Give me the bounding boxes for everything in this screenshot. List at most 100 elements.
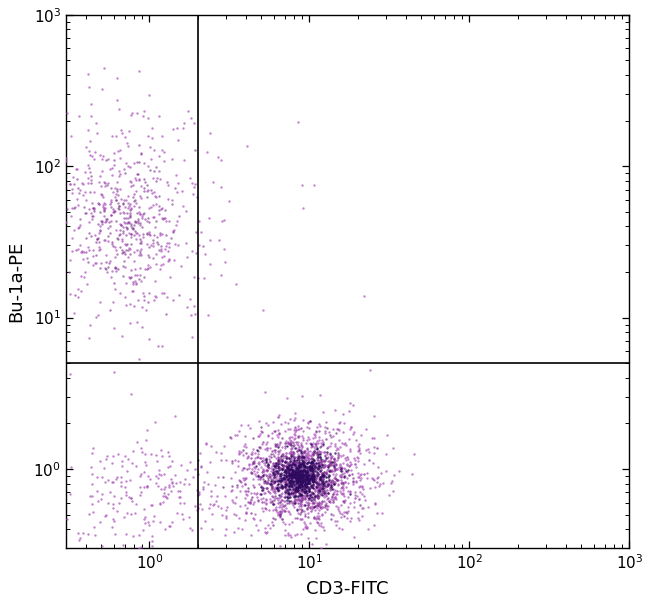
Point [316, 503, 326, 512]
Point [99, 177, 110, 187]
Point [99, 204, 109, 214]
Point [91, 238, 101, 247]
Point [298, 500, 309, 510]
Point [166, 154, 177, 163]
Point [315, 484, 325, 494]
Point [335, 459, 345, 468]
Point [204, 214, 214, 223]
Point [309, 477, 319, 486]
Point [303, 476, 313, 486]
Point [308, 477, 318, 486]
Point [207, 524, 218, 534]
Point [276, 471, 286, 480]
Point [302, 453, 313, 462]
Point [295, 499, 306, 509]
Point [332, 489, 343, 499]
Point [314, 521, 324, 531]
Point [301, 473, 311, 482]
Point [294, 466, 305, 476]
Point [267, 476, 278, 486]
Point [310, 472, 320, 482]
Point [262, 483, 272, 493]
Point [127, 286, 138, 296]
Point [163, 246, 174, 255]
Point [339, 468, 349, 478]
Point [287, 464, 298, 474]
Point [349, 532, 359, 541]
Point [275, 497, 285, 507]
Point [241, 491, 252, 500]
Point [352, 453, 363, 462]
Point [253, 474, 263, 484]
Point [277, 469, 287, 479]
Point [105, 487, 116, 497]
Point [278, 475, 288, 485]
Point [142, 161, 153, 171]
Point [129, 301, 139, 310]
Point [302, 504, 312, 514]
Point [361, 445, 371, 454]
Point [246, 448, 257, 457]
Point [84, 204, 94, 214]
Point [283, 473, 293, 483]
Point [285, 479, 295, 488]
Point [286, 440, 296, 450]
Point [268, 499, 278, 508]
Point [284, 488, 294, 498]
Point [263, 454, 274, 463]
Point [79, 202, 89, 212]
Point [316, 489, 326, 499]
Point [146, 123, 157, 132]
Point [311, 458, 322, 468]
Point [106, 211, 116, 220]
Point [294, 463, 304, 473]
Point [304, 486, 314, 496]
Point [265, 471, 275, 480]
Point [278, 449, 288, 459]
Point [259, 456, 269, 465]
Point [289, 494, 300, 504]
Point [275, 464, 285, 474]
Point [196, 523, 206, 533]
Point [273, 449, 283, 459]
Point [294, 495, 304, 505]
Point [277, 482, 287, 491]
Point [145, 165, 155, 175]
Point [306, 463, 317, 473]
Point [283, 464, 293, 474]
Point [292, 462, 302, 472]
Point [117, 234, 127, 244]
Point [332, 464, 342, 474]
Point [276, 455, 287, 465]
Point [164, 482, 174, 492]
Point [309, 460, 319, 469]
Point [142, 180, 153, 190]
Point [84, 320, 95, 330]
Point [112, 184, 122, 194]
Point [324, 461, 334, 471]
Point [198, 241, 208, 251]
Point [301, 450, 311, 460]
Point [314, 473, 324, 483]
Point [322, 447, 333, 457]
Point [356, 482, 367, 492]
Point [354, 515, 364, 525]
Point [339, 511, 349, 521]
Point [281, 477, 291, 486]
Point [94, 229, 104, 238]
Point [196, 461, 207, 471]
Point [234, 449, 244, 459]
Point [306, 482, 317, 492]
Point [146, 202, 156, 212]
Point [94, 198, 104, 208]
Point [100, 264, 110, 273]
Point [325, 459, 335, 468]
Point [259, 503, 270, 512]
Point [302, 483, 312, 493]
Point [270, 476, 280, 485]
Point [112, 198, 123, 208]
Point [86, 469, 97, 479]
Point [305, 446, 315, 456]
Point [270, 471, 281, 481]
Point [320, 451, 330, 460]
